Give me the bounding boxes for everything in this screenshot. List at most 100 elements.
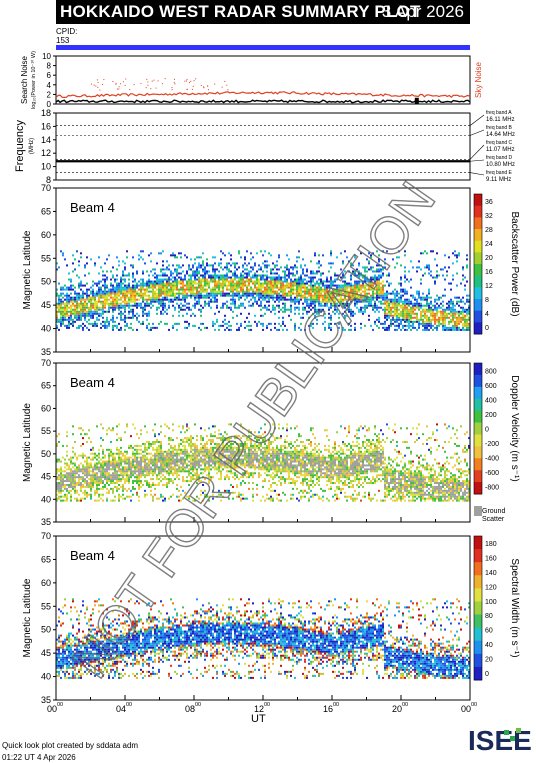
power-cell [168,292,170,295]
velocity-cell [178,444,180,447]
power-cell [256,278,258,281]
power-cell [106,326,108,329]
power-cell [334,308,336,311]
power-cell [370,298,372,301]
power-cell [270,328,272,331]
velocity-cell [120,446,122,449]
power-cell [208,270,210,273]
power-cell [238,278,240,281]
velocity-cell [136,452,138,455]
power-cell [300,278,302,281]
power-cell [410,310,412,313]
power-cell [228,294,230,297]
velocity-cell [198,460,200,463]
power-cell [372,296,374,299]
velocity-cell [160,441,162,444]
power-cell [78,282,80,285]
power-cell [124,298,126,301]
power-cell [90,290,92,293]
power-cell [342,286,344,289]
power-cell [348,284,350,287]
power-cell [372,298,374,301]
velocity-cell [126,478,128,481]
power-cell [332,304,334,307]
power-cell [334,288,336,291]
power-cell [314,310,316,313]
velocity-cell [58,489,60,492]
velocity-cell [162,495,164,498]
power-cell [428,320,430,323]
power-cell [252,288,254,291]
power-cell [328,286,330,289]
velocity-cell [114,470,116,473]
power-ytick-label: 40 [41,324,51,334]
power-cell [186,294,188,297]
velocity-cell [108,489,110,492]
velocity-cell [58,487,60,490]
velocity-cell [152,497,154,500]
power-cell [56,316,58,319]
power-cell [314,292,316,295]
velocity-cell [176,456,178,459]
velocity-cell [130,464,132,467]
power-cell [130,326,132,329]
velocity-cell [184,448,186,451]
power-cell [432,324,434,327]
power-cell [302,284,304,287]
power-cell [294,324,296,327]
power-cell [112,324,114,327]
power-colorbar-swatch [474,217,482,230]
power-cell [166,294,168,297]
power-cell [186,306,188,309]
power-cell [208,276,210,279]
power-cell [64,310,66,313]
velocity-cell [190,462,192,465]
velocity-cell [148,482,150,485]
power-cell [306,312,308,315]
velocity-cell [82,470,84,473]
power-cell [264,296,266,299]
power-cell [366,280,368,283]
velocity-cell [112,499,114,502]
sky-noise-point [102,83,104,85]
power-cell [84,310,86,313]
power-cell [420,304,422,307]
velocity-cell [172,456,174,459]
power-cell [240,256,242,259]
power-cell [280,294,282,297]
velocity-cell [176,450,178,453]
velocity-cell [158,468,160,471]
power-cell [58,294,60,297]
power-cell [164,272,166,275]
sky-noise-point [227,89,229,91]
power-cell [116,300,118,303]
power-cell [390,310,392,313]
velocity-cell [94,452,96,455]
power-cell [72,296,74,299]
power-cell [176,298,178,301]
velocity-cell [200,446,202,449]
velocity-cell [186,423,188,426]
velocity-cell [178,466,180,469]
velocity-cell [126,489,128,492]
power-cell [194,274,196,277]
velocity-cell [142,483,144,486]
power-cell [196,302,198,305]
power-cell [84,304,86,307]
power-cell [292,298,294,301]
power-cell [398,256,400,259]
power-cell [246,250,248,253]
power-cell [380,292,382,295]
velocity-cell [180,493,182,496]
power-cell [298,288,300,291]
power-cell [186,326,188,329]
velocity-cell [180,450,182,453]
power-cell [202,252,204,255]
sky-noise-point [129,89,131,91]
power-cell [214,262,216,265]
power-cell [418,296,420,299]
power-cell [442,310,444,313]
power-cell [128,292,130,295]
power-cell [422,322,424,325]
velocity-cell [164,458,166,461]
